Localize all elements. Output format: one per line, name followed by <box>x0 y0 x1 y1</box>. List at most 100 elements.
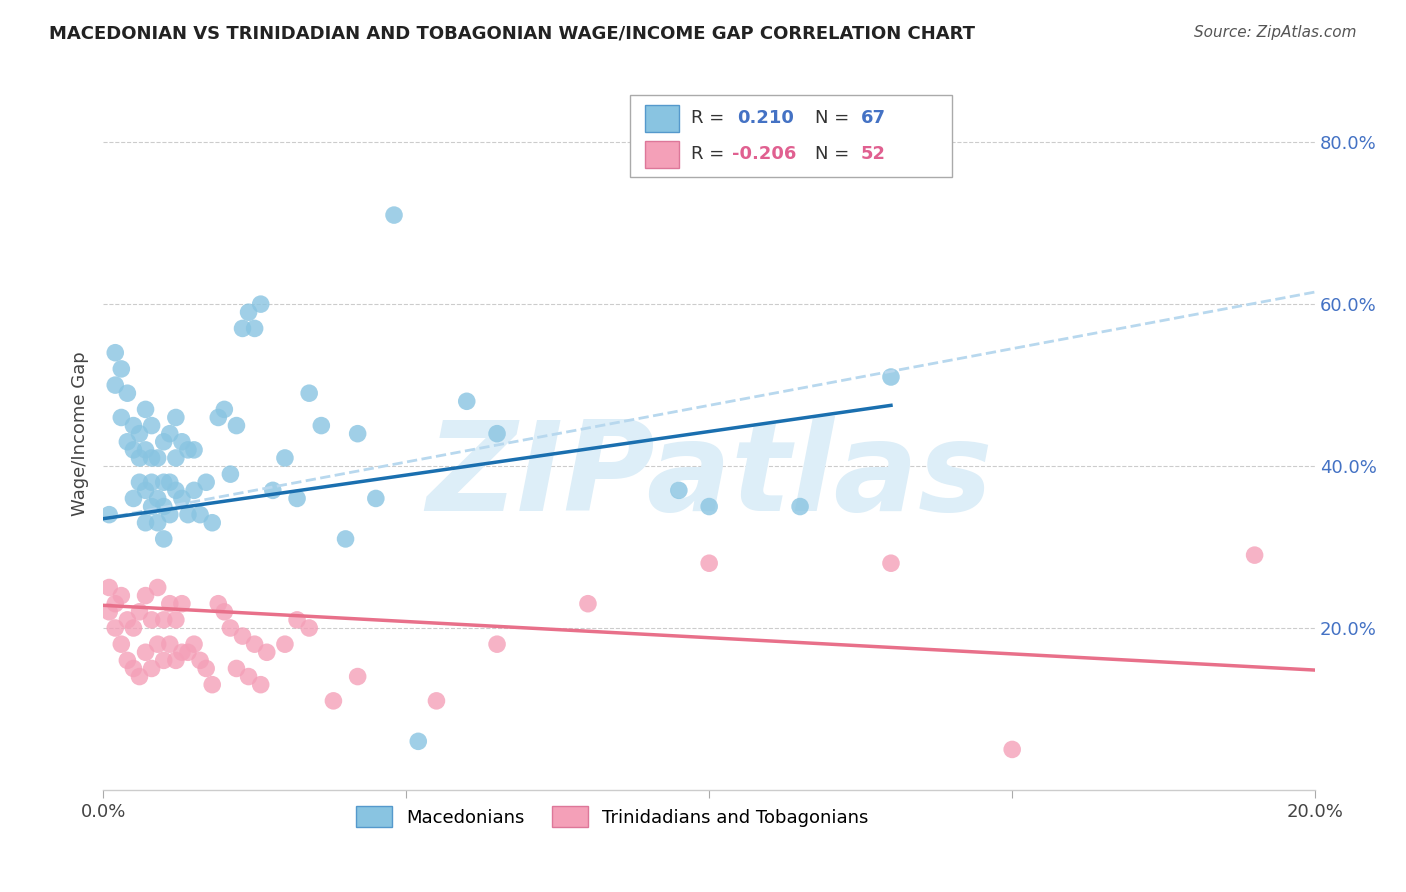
Point <box>135 402 157 417</box>
Point <box>141 500 163 514</box>
Point <box>225 418 247 433</box>
Point <box>238 669 260 683</box>
Text: Source: ZipAtlas.com: Source: ZipAtlas.com <box>1194 25 1357 40</box>
Point <box>183 442 205 457</box>
Point <box>141 613 163 627</box>
Point <box>104 378 127 392</box>
Point <box>1001 742 1024 756</box>
Point <box>225 661 247 675</box>
Point <box>406 734 429 748</box>
Point <box>152 653 174 667</box>
Point <box>141 661 163 675</box>
Text: 0.210: 0.210 <box>737 109 794 128</box>
Point <box>152 613 174 627</box>
Point <box>117 653 139 667</box>
Point <box>207 597 229 611</box>
Point <box>298 621 321 635</box>
Point <box>152 475 174 490</box>
Point <box>165 653 187 667</box>
Point <box>128 605 150 619</box>
Point <box>165 613 187 627</box>
Point <box>195 475 218 490</box>
Point <box>128 475 150 490</box>
Point <box>188 508 211 522</box>
Point <box>159 426 181 441</box>
FancyBboxPatch shape <box>645 104 679 132</box>
Point <box>486 637 509 651</box>
Point <box>311 418 333 433</box>
Point <box>183 483 205 498</box>
Point <box>152 500 174 514</box>
Point <box>128 450 150 465</box>
Point <box>425 694 447 708</box>
Point <box>128 426 150 441</box>
Point <box>170 434 193 449</box>
Point <box>110 589 132 603</box>
Point <box>141 450 163 465</box>
Point <box>214 402 236 417</box>
Point <box>122 661 145 675</box>
Point <box>382 208 405 222</box>
Text: R =: R = <box>690 145 730 163</box>
Point <box>177 645 200 659</box>
Point <box>165 450 187 465</box>
Point <box>231 629 253 643</box>
Point <box>697 500 720 514</box>
Point <box>122 418 145 433</box>
Point <box>135 516 157 530</box>
FancyBboxPatch shape <box>645 141 679 168</box>
Point <box>219 467 242 482</box>
Point <box>98 508 121 522</box>
Point <box>146 516 169 530</box>
Point <box>159 508 181 522</box>
Point <box>98 605 121 619</box>
Point <box>110 410 132 425</box>
Point <box>249 297 271 311</box>
Point <box>159 637 181 651</box>
Point <box>135 442 157 457</box>
Point <box>322 694 344 708</box>
Point <box>256 645 278 659</box>
Point <box>880 370 903 384</box>
Point <box>117 434 139 449</box>
Point <box>146 581 169 595</box>
Text: 67: 67 <box>860 109 886 128</box>
Point <box>170 491 193 506</box>
Point <box>238 305 260 319</box>
FancyBboxPatch shape <box>630 95 952 178</box>
Point <box>335 532 357 546</box>
Point <box>789 500 811 514</box>
Point <box>880 556 903 570</box>
Point <box>274 450 297 465</box>
Point <box>104 597 127 611</box>
Point <box>249 678 271 692</box>
Point <box>177 508 200 522</box>
Legend: Macedonians, Trinidadians and Tobagonians: Macedonians, Trinidadians and Tobagonian… <box>349 799 876 834</box>
Point <box>135 645 157 659</box>
Point <box>170 597 193 611</box>
Text: MACEDONIAN VS TRINIDADIAN AND TOBAGONIAN WAGE/INCOME GAP CORRELATION CHART: MACEDONIAN VS TRINIDADIAN AND TOBAGONIAN… <box>49 25 976 43</box>
Point <box>110 362 132 376</box>
Y-axis label: Wage/Income Gap: Wage/Income Gap <box>72 351 89 516</box>
Point <box>122 491 145 506</box>
Point <box>117 386 139 401</box>
Point <box>104 345 127 359</box>
Point <box>159 597 181 611</box>
Point <box>207 410 229 425</box>
Point <box>697 556 720 570</box>
Point <box>146 637 169 651</box>
Point <box>285 491 308 506</box>
Text: 52: 52 <box>860 145 886 163</box>
Point <box>195 661 218 675</box>
Point <box>104 621 127 635</box>
Point <box>576 597 599 611</box>
Point <box>298 386 321 401</box>
Point <box>456 394 478 409</box>
Point <box>1243 548 1265 562</box>
Point <box>201 678 224 692</box>
Point <box>486 426 509 441</box>
Point <box>346 669 368 683</box>
Point <box>135 483 157 498</box>
Point <box>346 426 368 441</box>
Point <box>188 653 211 667</box>
